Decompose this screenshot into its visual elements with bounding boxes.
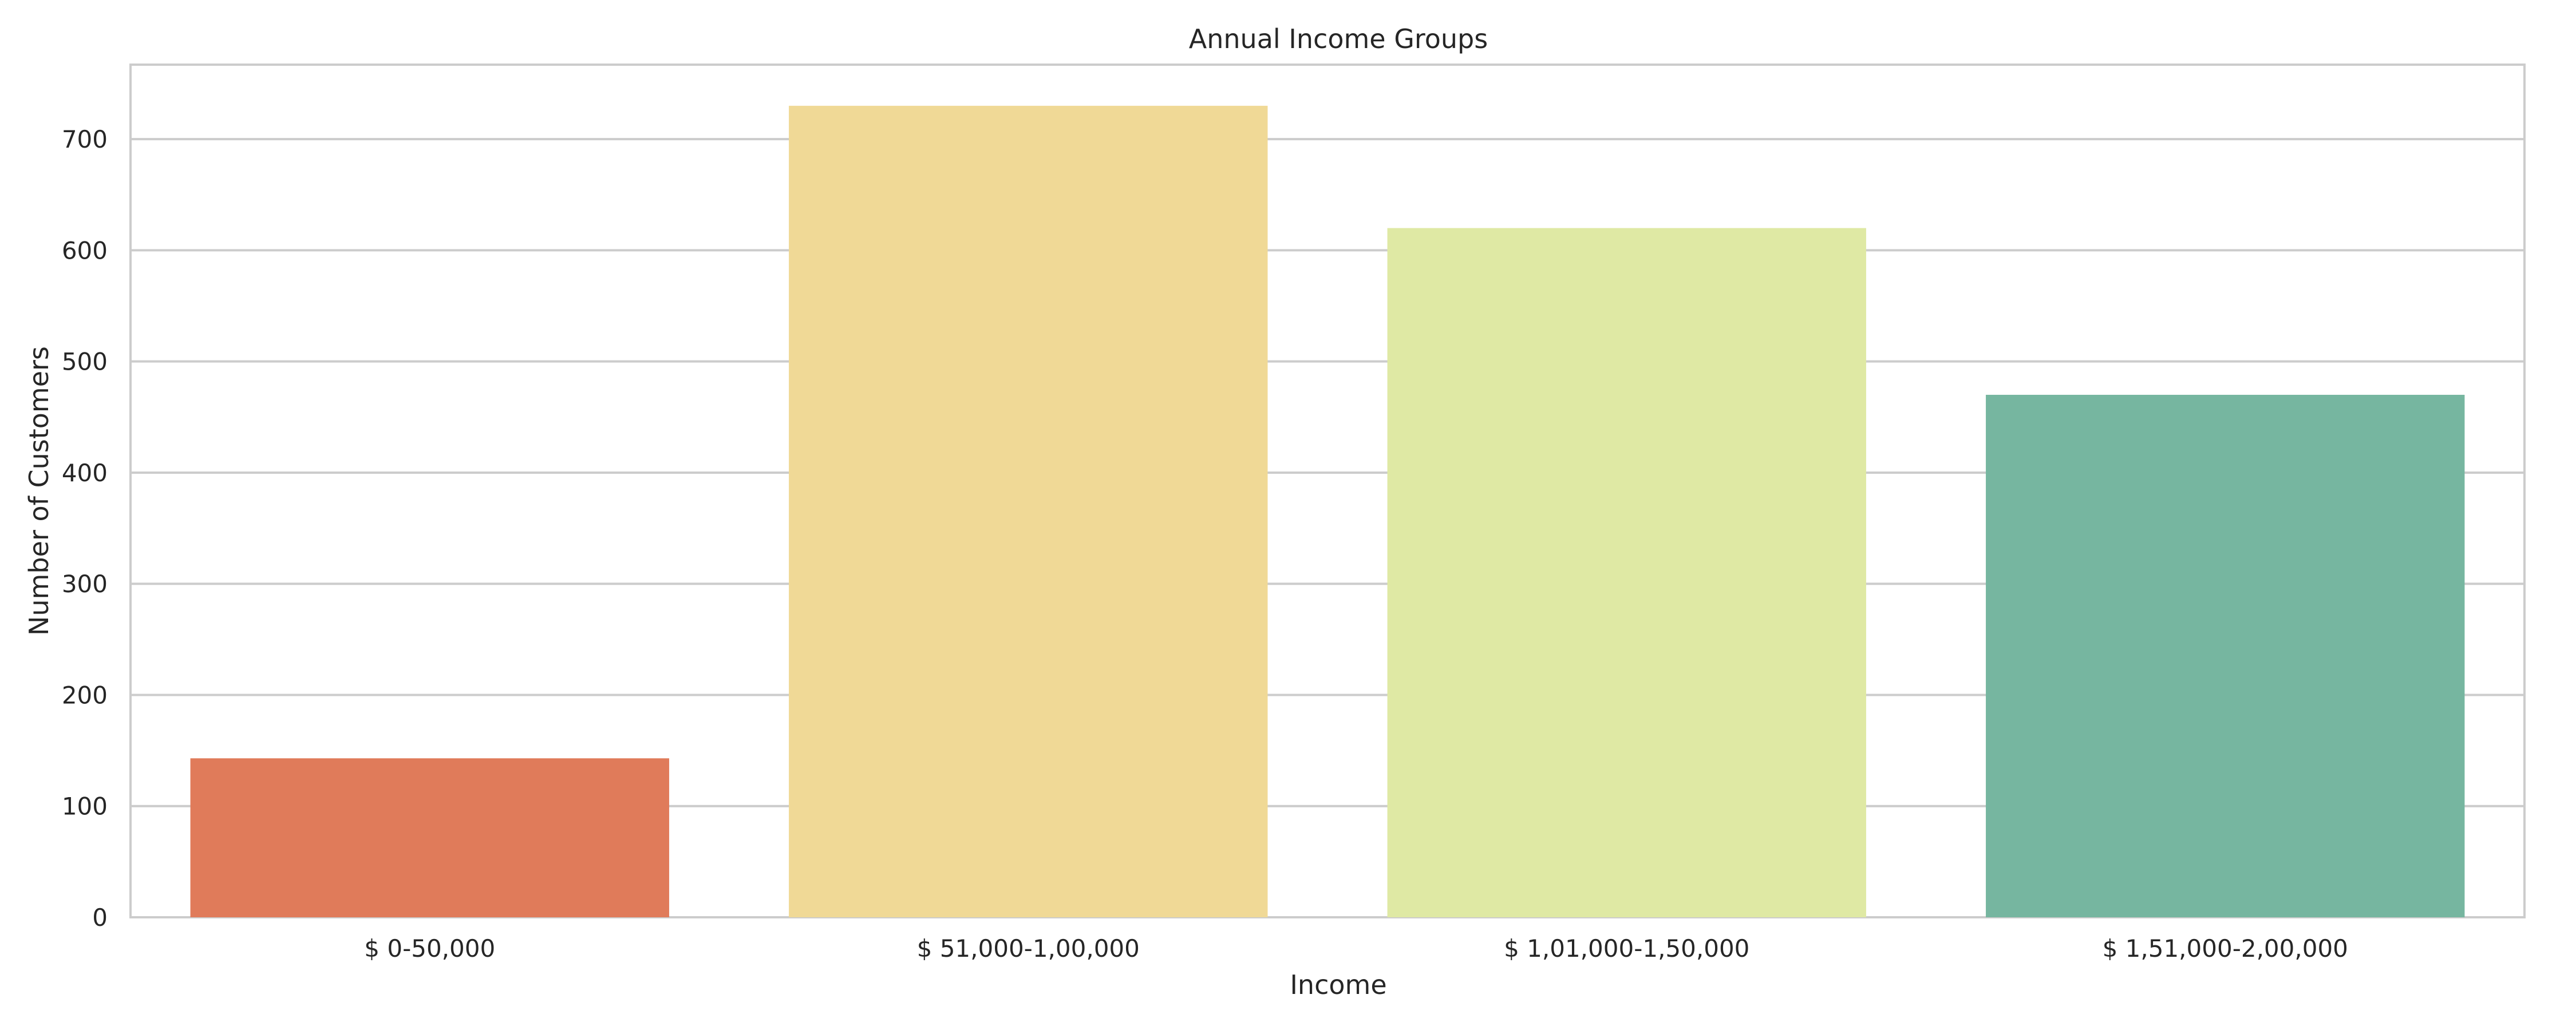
y-tick-label: 400 <box>62 459 108 487</box>
bars <box>190 105 2465 917</box>
x-tick-label: $ 0-50,000 <box>364 934 495 962</box>
x-axis-ticks: $ 0-50,000 $ 51,000-1,00,000 $ 1,01,000-1,… <box>364 934 2348 962</box>
chart-title: Annual Income Groups <box>1189 23 1488 54</box>
y-tick-label: 500 <box>62 348 108 376</box>
bar-1 <box>190 758 669 917</box>
y-tick-label: 300 <box>62 570 108 598</box>
y-tick-label: 200 <box>62 681 108 709</box>
y-tick-label: 100 <box>62 793 108 821</box>
y-tick-label: 0 <box>92 904 108 932</box>
y-tick-label: 600 <box>62 236 108 264</box>
x-tick-label: $ 51,000-1,00,000 <box>917 934 1140 962</box>
bar-2 <box>789 105 1268 917</box>
y-axis-ticks: 0 100 200 300 400 500 600 700 <box>62 125 108 932</box>
y-tick-label: 700 <box>62 125 108 153</box>
x-tick-label: $ 1,51,000-2,00,000 <box>2103 934 2348 962</box>
y-axis-title: Number of Customers <box>23 346 54 636</box>
x-axis-title: Income <box>1290 969 1386 1000</box>
bar-3 <box>1387 228 1866 917</box>
bar-4 <box>1986 394 2465 917</box>
x-tick-label: $ 1,01,000-1,50,000 <box>1504 934 1749 962</box>
